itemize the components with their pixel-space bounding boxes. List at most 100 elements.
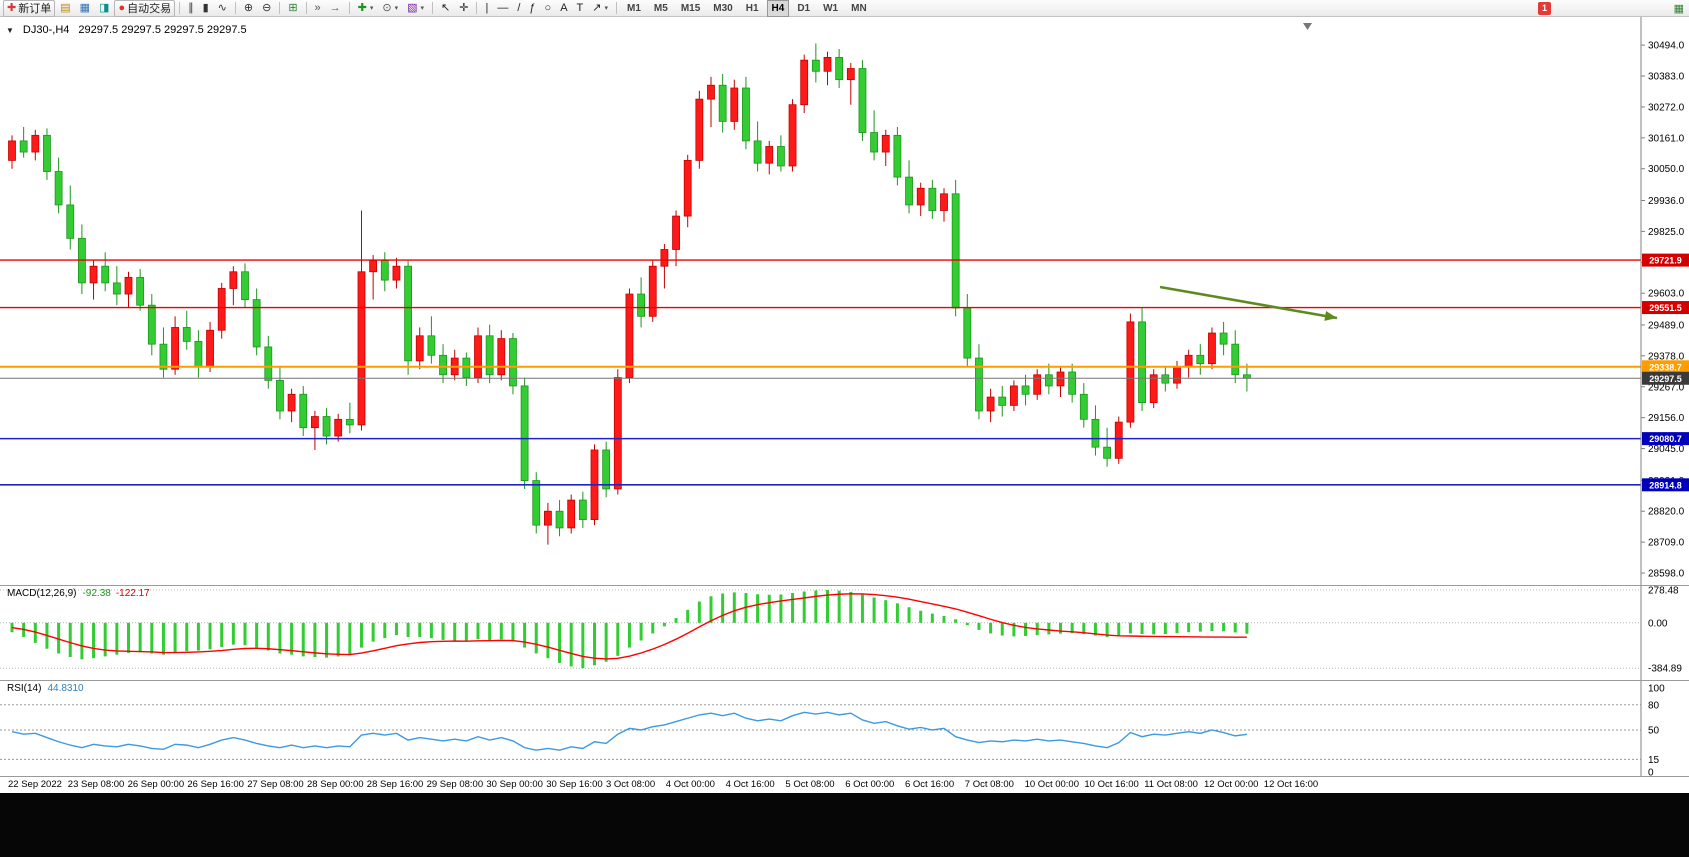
timeframe-m1[interactable]: M1 xyxy=(627,2,641,14)
new-order-button[interactable]: ✚ 新订单 xyxy=(3,0,56,17)
panel-splitter[interactable] xyxy=(0,680,1689,681)
timeframe-w1[interactable]: W1 xyxy=(823,2,839,14)
candle-up xyxy=(334,413,343,442)
candle-down xyxy=(742,76,750,150)
one-click-trading-toggle-icon[interactable]: ▼ xyxy=(6,25,14,35)
candle-up xyxy=(310,410,319,450)
auto-scroll-icon[interactable]: » xyxy=(311,0,325,17)
data-window-icon[interactable]: ▦ xyxy=(76,0,94,17)
rsi-tick-label: 0 xyxy=(1648,768,1654,777)
candle-up xyxy=(765,140,774,175)
dropdown-caret-icon[interactable]: ▾ xyxy=(420,5,425,12)
trend-arrow[interactable] xyxy=(1159,285,1338,320)
horizontal-line-icon[interactable]: — xyxy=(493,0,512,17)
timeframe-m5[interactable]: M5 xyxy=(653,2,668,14)
candle-up xyxy=(206,321,214,372)
periods-icon[interactable]: ⊙ ▾ xyxy=(378,0,402,17)
toolbar-separator xyxy=(179,2,181,14)
candle-up xyxy=(986,388,995,423)
price-chart-panel[interactable]: ▼ DJ30-,H4 29297.5 29297.5 29297.5 29297… xyxy=(0,17,1689,585)
notification-badge[interactable]: 1 xyxy=(1538,2,1551,15)
panel-splitter[interactable] xyxy=(0,585,1689,586)
price-tick-label: 29603.0 xyxy=(1648,289,1685,300)
rsi-panel[interactable]: RSI(14) 44.8310 100 80 50 15 0 xyxy=(0,681,1689,776)
candle-up xyxy=(625,288,634,384)
dropdown-caret-icon[interactable]: ▾ xyxy=(394,5,399,12)
shapes-icon[interactable]: ○ xyxy=(541,0,556,17)
text-icon[interactable]: A xyxy=(556,0,571,17)
fibonacci-icon: ƒ xyxy=(529,1,536,14)
toolbar-separator xyxy=(432,2,434,14)
candle-down xyxy=(345,402,354,434)
toolbar-separator xyxy=(348,2,350,14)
chart-shift-icon: → xyxy=(329,1,341,14)
candle-up xyxy=(1149,369,1158,409)
svg-text:29338.7: 29338.7 xyxy=(1649,362,1682,372)
cursor-icon[interactable]: ↖ xyxy=(437,0,454,17)
zoom-in-icon[interactable]: ⊕ xyxy=(240,0,257,17)
fibonacci-icon[interactable]: ƒ xyxy=(525,0,539,17)
horizontal-line-icon: — xyxy=(497,1,509,14)
price-badge-29338.7 xyxy=(1642,360,1689,374)
candle-down xyxy=(112,266,121,306)
candle-down xyxy=(928,179,937,219)
arrows-icon[interactable]: ↗ ▾ xyxy=(588,0,612,17)
price-tick-label: 29267.0 xyxy=(1648,382,1685,393)
candle-down xyxy=(66,185,75,250)
candle-down xyxy=(578,491,587,528)
candle-down xyxy=(194,330,203,378)
timeframe-m30[interactable]: M30 xyxy=(713,2,733,14)
macd-indicator-label: MACD(12,26,9) -92.38 -122.17 xyxy=(7,588,150,599)
line-chart-icon[interactable]: ∿ xyxy=(214,0,231,17)
templates-icon[interactable]: ▧ ▾ xyxy=(403,0,428,17)
rsi-plot[interactable]: 100 80 50 15 0 xyxy=(0,681,1689,776)
timeframe-d1[interactable]: D1 xyxy=(797,2,811,14)
time-axis[interactable]: 22 Sep 2022 23 Sep 08:00 26 Sep 00:00 26 Se… xyxy=(0,777,1689,793)
panel-splitter[interactable] xyxy=(0,776,1689,777)
crosshair-icon: ✛ xyxy=(459,1,469,14)
zoom-out-icon[interactable]: ⊖ xyxy=(258,0,275,17)
navigator-icon[interactable]: ◨ xyxy=(95,0,113,17)
macd-panel[interactable]: MACD(12,26,9) -92.38 -122.17 278.48 0.00 -38… xyxy=(0,586,1689,680)
dropdown-caret-icon[interactable]: ▾ xyxy=(604,5,608,12)
time-label: 12 Oct 16:00 xyxy=(1263,779,1319,790)
timeframe-mn[interactable]: MN xyxy=(851,2,867,14)
mini-chart-icon[interactable]: ▦ xyxy=(1673,3,1684,15)
cursor-icon: ↖ xyxy=(441,1,451,14)
price-tick-label: 28709.0 xyxy=(1648,538,1685,549)
rsi-line xyxy=(11,711,1247,751)
autotrading-button[interactable]: ● 自动交易 xyxy=(114,0,176,17)
tile-windows-icon[interactable]: ⊞ xyxy=(284,0,301,17)
time-label: 6 Oct 16:00 xyxy=(905,779,955,790)
text-label-icon[interactable]: T xyxy=(573,0,588,17)
price-plot[interactable]: 30494.0 30383.0 30272.0 30161.0 30050.0 29936… xyxy=(0,17,1689,585)
timeframe-h1[interactable]: H1 xyxy=(745,2,759,14)
candlestick-chart-icon[interactable]: ▮ xyxy=(199,0,213,17)
market-watch-icon[interactable]: ▤ xyxy=(56,0,74,17)
crosshair-icon[interactable]: ✛ xyxy=(455,0,472,17)
candle-down xyxy=(811,43,820,83)
chart-shift-marker-icon[interactable] xyxy=(1303,23,1312,30)
candle-up xyxy=(683,154,692,228)
trendline-icon[interactable]: / xyxy=(513,0,524,17)
candle-down xyxy=(870,110,878,161)
templates-icon: ▧ xyxy=(407,1,418,14)
shapes-icon: ○ xyxy=(544,1,552,14)
bar-chart-icon[interactable]: ∥ xyxy=(184,0,198,17)
candle-down xyxy=(1196,344,1205,375)
candle-up xyxy=(660,243,669,289)
macd-plot[interactable]: 278.48 0.00 -384.89 xyxy=(0,586,1689,680)
navigator-icon: ◨ xyxy=(99,1,110,14)
rsi-value: 44.8310 xyxy=(47,683,84,694)
chart-shift-icon[interactable]: → xyxy=(326,0,345,17)
new-order-button-label: 新订单 xyxy=(18,3,52,15)
candle-up xyxy=(940,188,948,222)
dropdown-caret-icon[interactable]: ▾ xyxy=(369,5,374,12)
timeframe-m15[interactable]: M15 xyxy=(680,2,701,14)
candle-up xyxy=(800,54,809,114)
timeframe-h4[interactable]: H4 xyxy=(766,0,790,17)
vertical-line-icon[interactable]: | xyxy=(481,0,492,17)
time-label: 10 Oct 00:00 xyxy=(1024,779,1079,790)
indicators-icon[interactable]: ✚ ▾ xyxy=(354,0,378,17)
price-badge-29551.5 xyxy=(1642,301,1689,315)
